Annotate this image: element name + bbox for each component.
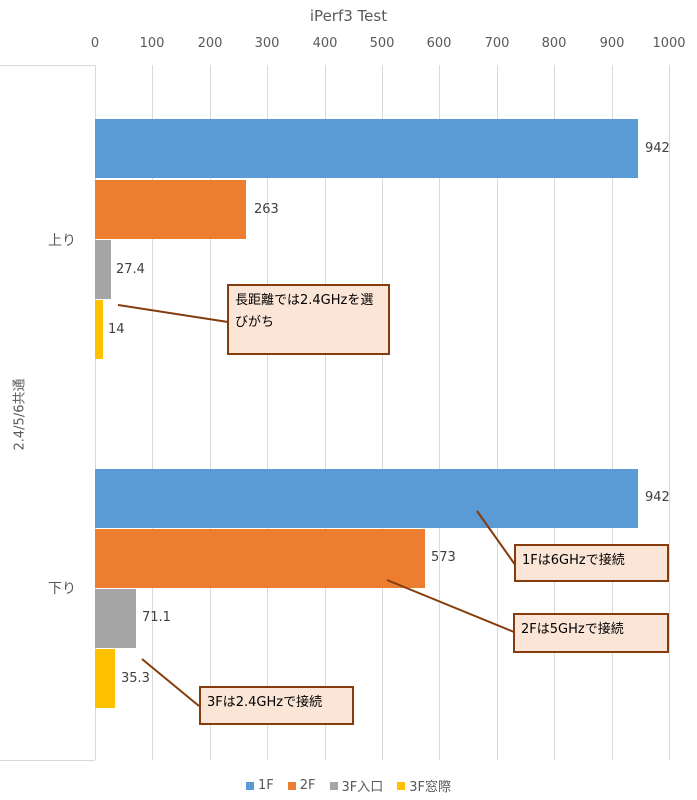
legend-label: 1F xyxy=(258,778,274,793)
x-tick: 0 xyxy=(90,36,100,51)
legend-swatch xyxy=(329,781,338,790)
bar-up-3f-entrance xyxy=(95,240,111,299)
legend-swatch xyxy=(397,781,406,790)
legend-label: 3F入口 xyxy=(341,780,384,795)
callout-2f: 2Fは5GHzで接続 xyxy=(513,613,669,653)
value-label: 27.4 xyxy=(116,262,145,277)
bar-down-2f xyxy=(95,529,425,588)
chart-title: iPerf3 Test xyxy=(309,7,388,25)
legend-item-3f-window: 3F窓際 xyxy=(397,776,451,795)
legend-item-1f: 1F xyxy=(246,776,274,795)
value-label: 14 xyxy=(108,322,125,337)
callout-3f: 3Fは2.4GHzで接続 xyxy=(199,686,354,725)
category-divider xyxy=(0,760,95,761)
value-label: 263 xyxy=(254,202,279,217)
value-label: 71.1 xyxy=(142,610,171,625)
x-tick: 200 xyxy=(197,36,223,51)
callout-1f: 1Fは6GHzで接続 xyxy=(514,544,669,582)
value-label: 942 xyxy=(645,141,670,156)
x-tick: 600 xyxy=(426,36,452,51)
x-tick: 800 xyxy=(541,36,567,51)
legend: 1F 2F 3F入口 3F窓際 xyxy=(0,776,697,795)
gridline xyxy=(95,65,96,760)
gridline xyxy=(267,65,268,760)
x-tick: 700 xyxy=(484,36,510,51)
category-label-up: 上り xyxy=(48,233,76,249)
bar-up-2f xyxy=(95,180,246,239)
bar-up-3f-window xyxy=(95,300,103,359)
gridline xyxy=(439,65,440,760)
value-label: 35.3 xyxy=(121,671,150,686)
bar-down-1f xyxy=(95,469,638,528)
gridline xyxy=(612,65,613,760)
value-label: 942 xyxy=(645,490,670,505)
bar-down-3f-window xyxy=(95,649,115,708)
x-tick: 900 xyxy=(599,36,625,51)
x-tick: 1000 xyxy=(652,36,686,51)
gridline xyxy=(382,65,383,760)
x-tick: 300 xyxy=(254,36,280,51)
gridline xyxy=(152,65,153,760)
legend-label: 2F xyxy=(299,778,316,793)
gridline xyxy=(210,65,211,760)
callout-long-distance: 長距離では2.4GHzを選びがち xyxy=(227,284,390,355)
x-tick: 500 xyxy=(369,36,395,51)
bar-down-3f-entrance xyxy=(95,589,136,648)
legend-item-2f: 2F xyxy=(287,776,316,795)
gridline xyxy=(325,65,326,760)
gridline xyxy=(554,65,555,760)
legend-swatch xyxy=(287,781,296,790)
value-label: 573 xyxy=(431,550,456,565)
legend-label: 3F窓際 xyxy=(409,780,451,795)
bar-up-1f xyxy=(95,119,638,178)
gridline xyxy=(669,65,670,760)
legend-swatch xyxy=(246,781,254,790)
category-divider xyxy=(0,65,95,66)
x-tick: 400 xyxy=(312,36,338,51)
gridline xyxy=(497,65,498,760)
legend-item-3f-entrance: 3F入口 xyxy=(329,776,384,795)
x-tick: 100 xyxy=(139,36,165,51)
category-label-down: 下り xyxy=(48,581,76,597)
